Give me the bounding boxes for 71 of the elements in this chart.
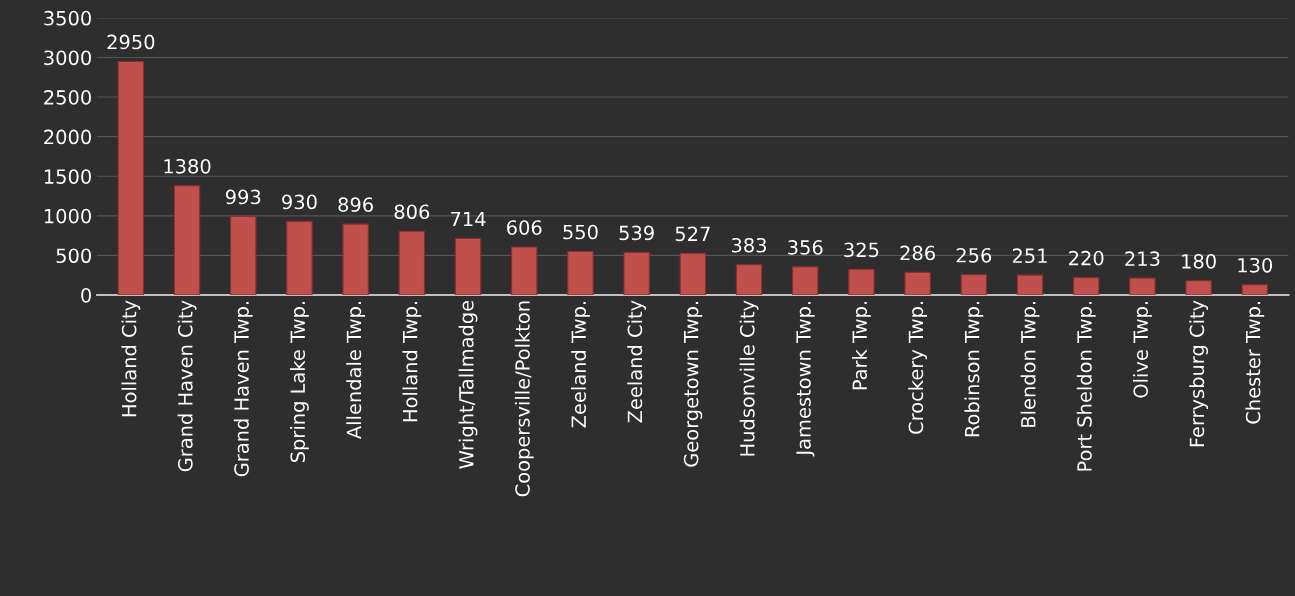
x-tick-label: Zeeland City <box>627 300 647 423</box>
data-label: 286 <box>900 245 935 261</box>
bar <box>398 230 426 296</box>
data-label: 2950 <box>107 34 155 50</box>
x-tick-label: Grand Haven City <box>177 300 197 472</box>
y-tick-label: 2000 <box>44 129 91 145</box>
x-tick-label: Coopersville/Polkton <box>514 301 534 497</box>
x-tick-label: Wright/Tallmadge <box>458 300 478 469</box>
bar <box>735 264 763 296</box>
x-tick-label: Olive Twp. <box>1133 301 1152 398</box>
bar <box>1073 277 1100 296</box>
x-tick-label: Crockery Twp. <box>908 301 928 434</box>
data-label: 806 <box>394 204 430 220</box>
data-label: 220 <box>1069 250 1104 266</box>
data-label: 383 <box>731 237 767 253</box>
y-tick-label: 3500 <box>44 10 91 26</box>
y-tick-label: 1000 <box>44 208 91 224</box>
x-tick-label: Hudsonville City <box>739 300 759 456</box>
y-tick-label: 3000 <box>44 50 91 66</box>
bar <box>1129 277 1156 296</box>
bar <box>1185 280 1212 296</box>
data-label: 130 <box>1238 257 1273 273</box>
x-tick-label: Port Sheldon Twp. <box>1076 301 1096 471</box>
x-tick-label: Grand Haven Twp. <box>233 301 253 477</box>
bar <box>1241 284 1269 296</box>
y-tick-label: 2500 <box>44 90 91 105</box>
bar <box>960 274 988 296</box>
x-tick-label: Ferrysburg City <box>1189 300 1209 447</box>
data-label: 896 <box>338 197 373 212</box>
x-tick-label: Park Twp. <box>852 301 871 390</box>
bar <box>342 223 369 296</box>
x-tick-label: Jamestown Twp. <box>796 301 815 457</box>
data-label: 325 <box>844 242 879 258</box>
data-label: 527 <box>675 226 710 242</box>
bar <box>454 237 482 296</box>
data-label: 180 <box>1182 253 1216 269</box>
x-tick-label: Chester Twp. <box>1245 301 1265 424</box>
data-label: 993 <box>225 189 261 205</box>
x-tick-label: Spring Lake Twp. <box>290 301 309 463</box>
x-tick-label: Georgetown Twp. <box>683 301 703 467</box>
bar <box>286 220 313 296</box>
bar <box>173 185 201 296</box>
bar <box>117 60 145 296</box>
x-tick-label: Zeeland Twp. <box>571 301 590 428</box>
y-tick-label: 1500 <box>44 169 91 184</box>
data-label: 213 <box>1125 251 1160 267</box>
bar <box>904 271 931 296</box>
data-label: 256 <box>956 247 992 263</box>
bar <box>230 215 257 296</box>
bar <box>623 251 650 296</box>
x-tick-label: Holland Twp. <box>402 301 422 422</box>
bar <box>679 252 707 296</box>
data-label: 1380 <box>164 158 211 174</box>
data-label: 714 <box>451 211 486 227</box>
bar <box>1016 274 1044 296</box>
x-tick-label: Robinson Twp. <box>964 301 984 437</box>
y-tick-label: 0 <box>81 287 91 303</box>
data-label: 539 <box>619 225 654 241</box>
x-tick-label: Allendale Twp. <box>346 301 366 440</box>
data-label: 606 <box>507 220 542 235</box>
bar <box>511 246 538 296</box>
data-label: 251 <box>1012 248 1047 264</box>
x-tick-label: Blendon Twp. <box>1020 301 1040 427</box>
data-label: 930 <box>282 194 317 210</box>
bar <box>848 268 875 296</box>
y-tick-label: 500 <box>56 248 91 264</box>
bar <box>567 250 594 296</box>
bar <box>792 266 819 296</box>
data-label: 550 <box>563 224 598 240</box>
x-tick-label: Holland City <box>121 300 141 417</box>
data-label: 356 <box>788 240 823 255</box>
